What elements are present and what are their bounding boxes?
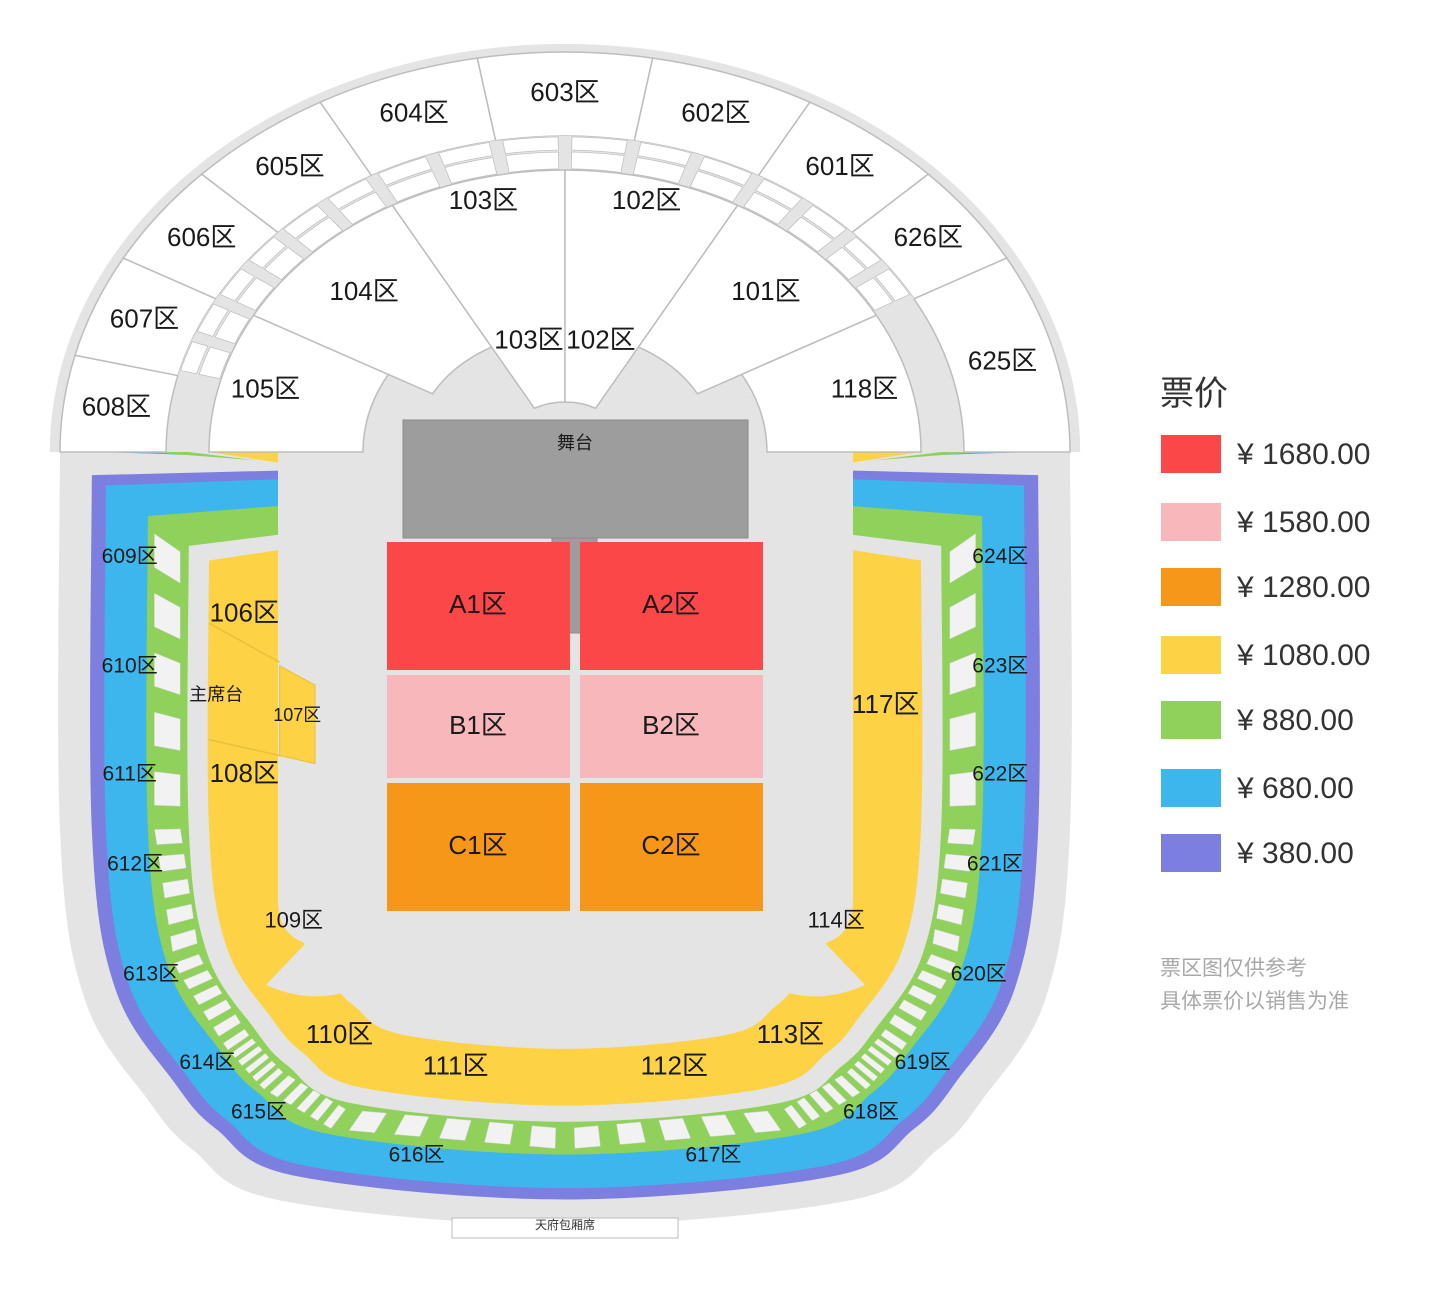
svg-text:具体票价以销售为准: 具体票价以销售为准 [1160,990,1349,1013]
svg-text:117区: 117区 [852,689,919,719]
svg-text:主席台: 主席台 [189,685,243,705]
svg-text:103区: 103区 [449,185,518,215]
svg-text:602区: 602区 [681,97,750,127]
svg-text:607区: 607区 [110,304,179,334]
svg-text:603区: 603区 [530,77,599,107]
svg-text:103区: 103区 [494,324,563,354]
svg-text:B1区: B1区 [449,710,507,740]
svg-text:112区: 112区 [641,1050,708,1080]
svg-text:623区: 623区 [972,655,1028,678]
svg-text:102区: 102区 [612,185,681,215]
svg-text:109区: 109区 [264,907,323,932]
svg-text:606区: 606区 [167,222,236,252]
svg-text:615区: 615区 [231,1101,287,1124]
svg-text:¥ 380.00: ¥ 380.00 [1236,837,1354,870]
svg-text:110区: 110区 [306,1019,373,1049]
svg-text:¥ 1080.00: ¥ 1080.00 [1236,639,1370,672]
svg-text:102区: 102区 [566,324,635,354]
svg-text:617区: 617区 [685,1144,741,1167]
svg-text:611区: 611区 [102,763,156,786]
svg-text:113区: 113区 [757,1019,824,1049]
svg-text:612区: 612区 [107,853,163,876]
svg-text:101区: 101区 [731,276,800,306]
svg-text:C2区: C2区 [641,830,700,860]
svg-text:104区: 104区 [329,276,398,306]
svg-text:613区: 613区 [123,962,179,985]
svg-text:114区: 114区 [808,907,865,932]
svg-text:舞台: 舞台 [557,433,593,453]
svg-text:107区: 107区 [273,705,321,725]
svg-text:608区: 608区 [82,391,151,421]
svg-text:¥ 1680.00: ¥ 1680.00 [1236,438,1370,471]
svg-text:621区: 621区 [967,853,1023,876]
svg-text:619区: 619区 [895,1051,951,1074]
svg-text:614区: 614区 [179,1051,235,1074]
svg-text:A2区: A2区 [642,589,700,619]
svg-text:111区: 111区 [423,1050,489,1080]
svg-text:618区: 618区 [843,1101,899,1124]
svg-text:604区: 604区 [379,97,448,127]
svg-text:622区: 622区 [972,763,1028,786]
svg-text:105区: 105区 [231,374,300,404]
svg-text:¥ 1280.00: ¥ 1280.00 [1236,571,1370,604]
svg-text:118区: 118区 [831,374,898,404]
svg-text:106区: 106区 [210,597,279,627]
svg-text:天府包厢席: 天府包厢席 [535,1217,595,1232]
svg-text:¥ 880.00: ¥ 880.00 [1236,704,1354,737]
svg-text:626区: 626区 [894,222,963,252]
svg-text:票价: 票价 [1160,375,1228,413]
svg-text:624区: 624区 [972,545,1028,568]
svg-text:610区: 610区 [102,655,158,678]
svg-text:620区: 620区 [951,962,1007,985]
svg-text:¥ 1580.00: ¥ 1580.00 [1236,506,1370,539]
svg-text:616区: 616区 [389,1144,445,1167]
svg-text:609区: 609区 [102,545,158,568]
svg-text:票区图仅供参考: 票区图仅供参考 [1160,957,1307,980]
svg-text:108区: 108区 [210,758,279,788]
svg-text:605区: 605区 [255,151,324,181]
svg-text:C1区: C1区 [448,830,507,860]
svg-text:A1区: A1区 [449,589,507,619]
svg-text:601区: 601区 [805,151,874,181]
svg-text:¥ 680.00: ¥ 680.00 [1236,772,1354,805]
svg-text:B2区: B2区 [642,710,700,740]
svg-text:625区: 625区 [968,345,1037,375]
